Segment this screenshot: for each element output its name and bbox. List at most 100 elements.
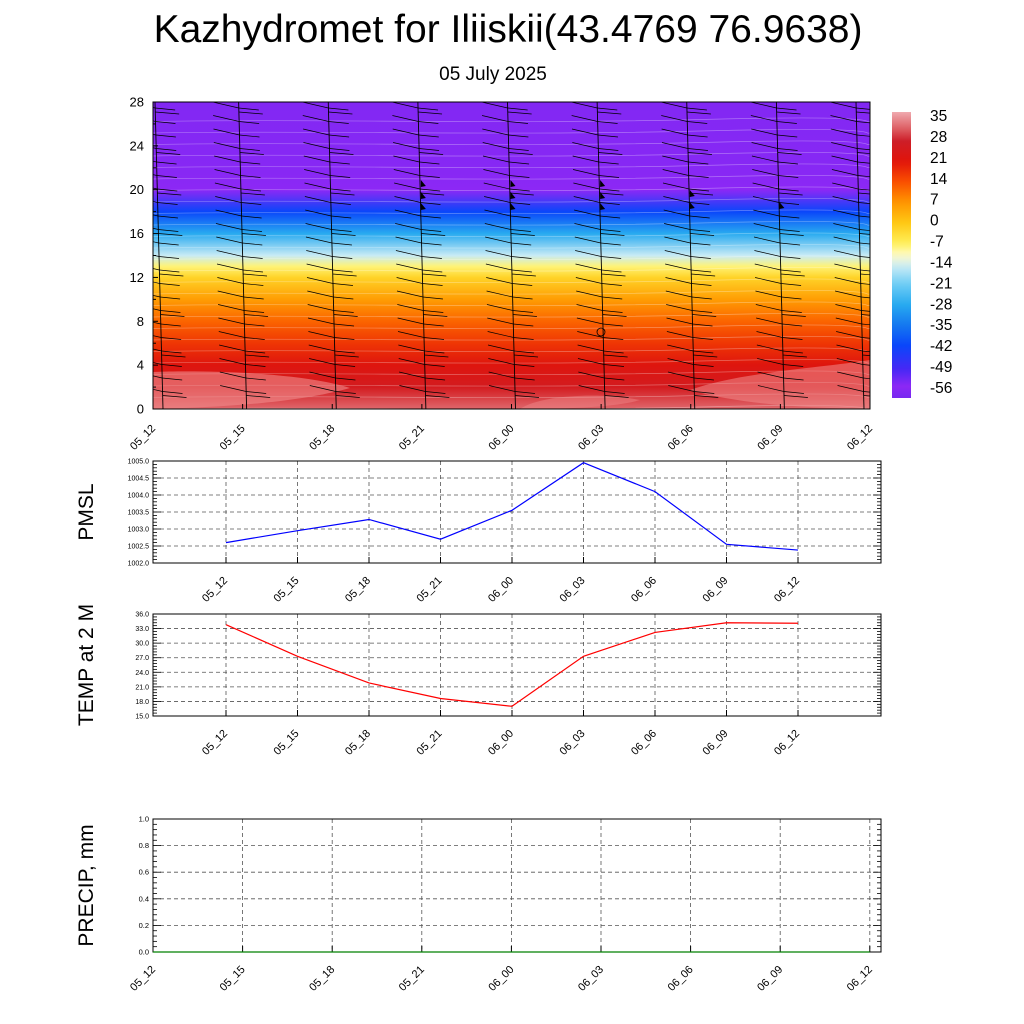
wind-barb [576,317,603,325]
wind-barb [425,377,446,381]
wind-barb [421,242,442,246]
wind-barb [422,269,443,273]
y-tick-label: 1003.0 [128,527,150,534]
contour-lines [153,117,870,409]
wind-barb [777,148,798,151]
wind-barb [333,310,354,313]
wind-barb [239,152,264,155]
wind-barb [692,323,713,327]
wind-barb [863,377,870,380]
wind-barb [306,277,334,284]
wind-pennant [689,202,695,209]
wind-barb [308,344,335,352]
wind-barb [690,256,711,259]
y-tick-label: 15.0 [135,714,149,721]
wind-barb [665,277,692,284]
wind-barb [153,295,161,298]
x-tick-label: 05_15 [272,728,302,758]
colorbar-label: 0 [930,213,939,230]
wind-barb [155,134,176,138]
wind-barb [778,175,799,178]
wind-barb [507,121,529,124]
wind-barb [240,161,261,165]
wind-barb [240,188,261,192]
colorbar-label: -7 [930,234,944,251]
wind-barb [153,388,163,392]
wind-barb [752,182,779,190]
wind-barb [755,277,782,284]
wind-barb [859,256,870,258]
wind-barb [692,337,713,340]
wind-barb [666,317,693,325]
wind-barb [162,391,183,394]
wind-barb [157,188,178,192]
precip-panel: 0.0 0.2 0.4 0.6 0.8 1.0 05_12 05_15 05_18 05_21 06… [75,815,882,994]
wind-barb [831,169,858,176]
wind-barb [329,161,350,165]
wind-barb [512,310,533,313]
wind-barb [781,314,806,317]
wind-barb [153,348,162,352]
wind-barb [604,391,625,394]
wind-barb [778,188,799,192]
wind-barb [571,115,598,122]
wind-barb [421,233,446,236]
wind-barb [858,215,870,218]
wind-barb [783,395,808,398]
wind-barb [397,317,424,325]
wind-barb [573,182,600,190]
wind-barb [783,364,804,367]
x-tick-label: 06_09 [701,575,731,605]
wind-barb [482,128,509,136]
x-tick-label: 05_15 [218,964,248,994]
wind-barb [577,358,605,365]
wind-barb [777,134,798,138]
wind-barb-staff [686,102,696,409]
wind-barb [420,192,445,196]
wind-barb [420,202,441,205]
x-tick-label: 06_06 [666,964,696,994]
wind-barb [692,310,713,313]
x-tick-label: 05_21 [415,575,445,605]
wind-barb [688,161,709,165]
wind-barb [329,134,350,138]
wind-barb [218,331,245,338]
wind-barb [484,196,511,203]
wind-barb [690,229,711,232]
wind-barb [213,115,240,122]
colorbar-label: -56 [930,380,952,397]
wind-barb [861,323,870,326]
wind-barb [245,377,266,381]
wind-barb [602,323,623,327]
wind-barb [861,296,870,299]
wind-barb [691,269,712,273]
wind-barb [688,175,709,178]
wind-barb [782,350,803,354]
wind-barb [155,111,180,115]
wind-barb [159,273,184,277]
wind-barb [782,323,803,327]
y-tick-label: 24 [130,138,144,153]
pmsl-panel: 1002.0 1002.5 1003.0 1003.5 1004.0 1004.5 1005… [75,459,882,605]
wind-barb [857,161,870,164]
wind-barb [398,371,426,379]
wind-barb [598,148,619,151]
wind-barb [597,121,618,124]
wind-barb [420,188,441,192]
wind-barb [485,236,512,244]
contour-line [153,163,870,169]
temp-2m-panel: 15.0 18.0 21.0 24.0 27.0 30.0 33.0 36.0 05_12 05_… [75,604,882,758]
wind-barb [575,263,602,271]
wind-barb-staff [417,102,427,409]
chart-title: Kazhydromet for Iliiskii(43.4769 76.9638… [153,8,863,51]
x-tick-label: 06_00 [486,964,516,994]
wind-barb [862,350,870,353]
wind-barb [598,161,619,165]
wind-barb [481,115,509,122]
panel-frame [152,613,882,717]
wind-barb [690,242,711,246]
wind-barb [393,155,420,163]
wind-barb [392,128,419,136]
wind-barb [511,242,532,246]
wind-barb [395,250,422,257]
